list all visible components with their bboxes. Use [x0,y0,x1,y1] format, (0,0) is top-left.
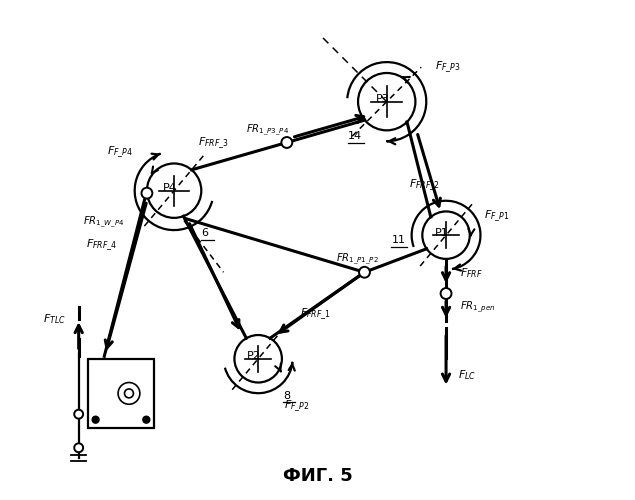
Text: $F_{FRF\_4}$: $F_{FRF\_4}$ [86,238,117,253]
Text: $F_{F\_P1}$: $F_{F\_P1}$ [484,208,510,224]
Text: P1: P1 [435,228,449,237]
FancyBboxPatch shape [88,359,154,428]
Text: 14: 14 [348,131,362,141]
Text: P4: P4 [163,183,177,193]
Text: ФИГ. 5: ФИГ. 5 [283,467,352,485]
Text: $FR_{1\_pen}$: $FR_{1\_pen}$ [460,300,495,315]
Text: $F_{F\_P2}$: $F_{F\_P2}$ [284,398,310,414]
Circle shape [281,137,292,148]
Circle shape [92,416,99,423]
Circle shape [359,267,370,278]
Text: $F_{FRF\_3}$: $F_{FRF\_3}$ [198,136,229,152]
Circle shape [74,410,83,418]
Text: $FR_{1\_P1\_P2}$: $FR_{1\_P1\_P2}$ [336,252,378,268]
Text: $FR_{1\_W\_P4}$: $FR_{1\_W\_P4}$ [83,215,124,230]
Circle shape [142,188,152,198]
Text: $F_{F\_P3}$: $F_{F\_P3}$ [436,60,461,75]
Text: P3: P3 [376,94,390,104]
Text: $FR_{1\_P3\_P4}$: $FR_{1\_P3\_P4}$ [246,122,288,138]
Circle shape [441,288,451,299]
Text: P2: P2 [247,352,261,362]
Circle shape [74,444,83,452]
Text: $F_{LC}$: $F_{LC}$ [458,368,476,382]
Text: 11: 11 [391,235,406,245]
Text: $F_{FRF\_1}$: $F_{FRF\_1}$ [300,306,330,322]
Text: $F_{FRF\_2}$: $F_{FRF\_2}$ [409,178,440,194]
Text: 8: 8 [283,390,290,400]
Text: $F_{F\_P4}$: $F_{F\_P4}$ [107,145,133,160]
Text: 6: 6 [201,228,208,238]
Text: $F_{FRF}$: $F_{FRF}$ [460,266,483,280]
Text: $F_{TLC}$: $F_{TLC}$ [43,312,66,326]
Circle shape [143,416,150,423]
